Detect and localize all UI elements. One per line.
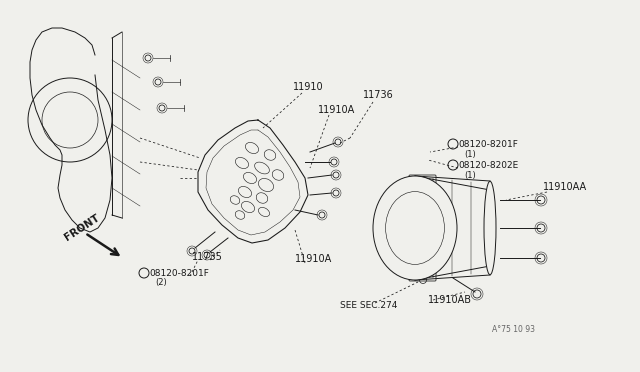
FancyBboxPatch shape [409,271,436,281]
Text: A°75 10 93: A°75 10 93 [492,326,535,334]
Text: (1): (1) [464,170,476,180]
Text: 11910A: 11910A [318,105,355,115]
FancyBboxPatch shape [409,175,436,185]
Text: 11910AB: 11910AB [428,295,472,305]
Text: FRONT: FRONT [63,213,102,243]
Text: 11910A: 11910A [295,254,332,264]
Text: 11735: 11735 [192,252,223,262]
Text: 11910AA: 11910AA [543,182,587,192]
Text: 08120-8201F: 08120-8201F [149,269,209,278]
Text: 11736: 11736 [363,90,394,100]
Text: 08120-8202E: 08120-8202E [458,160,518,170]
Ellipse shape [484,181,496,275]
Text: (1): (1) [464,150,476,158]
Text: 11910: 11910 [293,82,324,92]
Text: SEE SEC.274: SEE SEC.274 [340,301,397,310]
Ellipse shape [373,176,457,280]
Text: 08120-8201F: 08120-8201F [458,140,518,148]
Text: (2): (2) [155,279,167,288]
